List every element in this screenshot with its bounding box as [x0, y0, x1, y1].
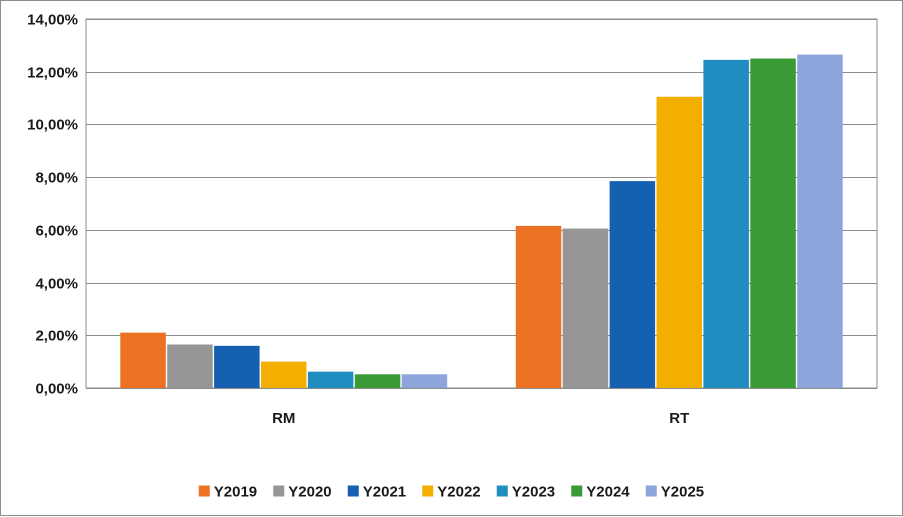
y-tick-label: 0,00% [35, 381, 78, 398]
y-tick-label: 2,00% [35, 328, 78, 345]
y-tick-label: 4,00% [35, 276, 78, 293]
bar-y2024-rt [750, 58, 796, 389]
legend-label-y2023: Y2023 [512, 484, 555, 501]
legend-label-y2019: Y2019 [214, 484, 257, 501]
bar-y2023-rm [307, 371, 354, 388]
y-tick-label: 8,00% [35, 170, 78, 187]
legend-swatch-y2025 [645, 485, 657, 497]
legend-swatch-y2024 [571, 485, 583, 497]
legend-label-y2022: Y2022 [437, 484, 480, 501]
bars [120, 54, 843, 389]
legend-label-y2024: Y2024 [586, 484, 630, 501]
bar-y2023-rt [703, 59, 749, 388]
y-tick-label: 14,00% [27, 12, 78, 29]
legend-swatch-y2023 [496, 485, 508, 497]
x-category-label: RT [669, 410, 689, 427]
bar-y2020-rt [562, 228, 609, 388]
y-tick-label: 6,00% [35, 223, 78, 240]
bar-y2020-rm [167, 344, 213, 388]
bar-y2019-rt [515, 225, 562, 388]
legend-label-y2020: Y2020 [288, 484, 331, 501]
bar-y2022-rt [656, 96, 702, 388]
bar-y2021-rm [214, 345, 260, 388]
bar-y2025-rm [401, 374, 448, 388]
bar-y2024-rm [354, 374, 401, 388]
y-tick-label: 10,00% [27, 117, 78, 134]
bar-y2019-rm [120, 332, 166, 388]
bar-y2025-rt [797, 54, 843, 388]
legend-label-y2025: Y2025 [661, 484, 704, 501]
legend: Y2019 Y2020 Y2021 Y2022 Y2023 Y2024 Y2025 [198, 484, 704, 501]
legend-label-y2021: Y2021 [363, 484, 406, 501]
legend-swatch-y2019 [198, 485, 210, 497]
x-category-label: RM [272, 410, 295, 427]
bar-y2021-rt [609, 181, 656, 388]
x-axis-categories: RM RT [272, 410, 689, 427]
legend-swatch-y2021 [347, 485, 359, 497]
y-axis: 0,00% 2,00% 4,00% 6,00% 8,00% 10,00% 12,00% 14,… [27, 12, 78, 398]
legend-swatch-y2020 [273, 485, 285, 497]
legend-swatch-y2022 [422, 485, 434, 497]
y-tick-label: 12,00% [27, 65, 78, 82]
bar-y2022-rm [261, 361, 307, 388]
